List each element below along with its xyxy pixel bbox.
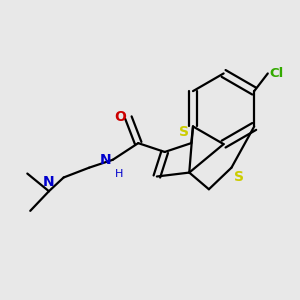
Text: S: S xyxy=(234,169,244,184)
Text: Cl: Cl xyxy=(270,67,284,80)
Text: H: H xyxy=(115,169,123,178)
Text: N: N xyxy=(43,175,55,189)
Text: N: N xyxy=(100,153,112,167)
Text: S: S xyxy=(179,125,189,139)
Text: O: O xyxy=(115,110,126,124)
